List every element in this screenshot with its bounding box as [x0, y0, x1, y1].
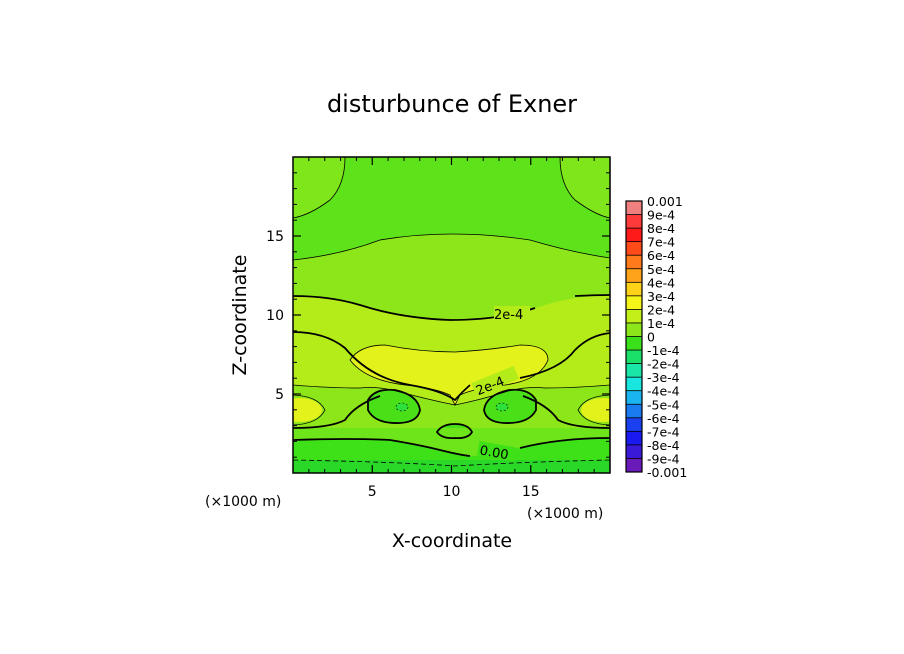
- contour-right-edge-maximum: [577, 394, 610, 426]
- y-tick-label: 5: [275, 387, 284, 403]
- field-top-right-corner: [560, 157, 610, 218]
- colorbar-label: 4e-4: [647, 275, 675, 290]
- contour-top-left: [293, 157, 346, 219]
- colorbar-swatch: [626, 444, 642, 459]
- contour-lower-left: [293, 395, 381, 429]
- field-top-left-corner: [293, 157, 345, 218]
- colorbar-swatch: [626, 404, 642, 418]
- colorbar-label: 0: [647, 330, 655, 345]
- colorbar-label: -7e-4: [647, 424, 680, 439]
- x-axis-unit: (×1000 m): [527, 506, 603, 522]
- colorbar-label: 2e-4: [647, 302, 675, 317]
- field-right-edge-maximum: [581, 398, 610, 422]
- colorbar-label: 1e-4: [647, 316, 675, 331]
- colorbar-swatch: [626, 336, 642, 351]
- colorbar-label: -1e-4: [647, 343, 680, 358]
- contour-negative: [293, 459, 610, 467]
- colorbar-label: -4e-4: [647, 384, 680, 399]
- colorbar-label: -3e-4: [647, 370, 680, 385]
- colorbar-label: -9e-4: [647, 451, 680, 466]
- colorbar-swatch: [626, 282, 642, 296]
- x-tick-label: 15: [522, 484, 540, 500]
- colorbar-swatch: [626, 390, 642, 405]
- x-axis-label: X-coordinate: [392, 530, 512, 552]
- colorbar: 0.0019e-48e-47e-46e-45e-44e-43e-42e-41e-…: [625, 194, 687, 480]
- chart-title: disturbunce of Exner: [327, 90, 577, 118]
- colorbar-swatch: [626, 377, 642, 391]
- colorbar-label: -0.001: [647, 465, 687, 480]
- field-right-minimum-core: [496, 403, 508, 411]
- contour-label-bg-1: [494, 306, 530, 320]
- colorbar-swatch: [626, 350, 642, 364]
- colorbar-label: -5e-4: [647, 397, 680, 412]
- y-axis-label: Z-coordinate: [229, 255, 251, 376]
- contour-2e-4-mid-left: [293, 331, 471, 402]
- contour-top-right: [559, 157, 610, 219]
- colorbar-label: 8e-4: [647, 221, 675, 236]
- colorbar-label: 0.001: [647, 194, 683, 209]
- contour-right-minimum: [483, 388, 537, 424]
- colorbar-label: 9e-4: [647, 208, 675, 223]
- contour-label-bg-3: [477, 441, 517, 462]
- colorbar-label: -2e-4: [647, 357, 680, 372]
- colorbar-swatch: [626, 309, 642, 323]
- colorbar-swatch: [626, 201, 642, 215]
- colorbar-label: -8e-4: [647, 438, 680, 453]
- colorbar-label: 7e-4: [647, 235, 675, 250]
- contour-zero-right: [519, 437, 610, 449]
- colorbar-swatch: [626, 363, 642, 378]
- contour-label-1: 2e-4: [494, 308, 523, 323]
- plot-area: 2e-4 2e-4 0.00: [293, 157, 610, 473]
- x-axis-origin-unit: (×1000 m): [205, 494, 281, 510]
- contour-center-minimum: [435, 423, 474, 440]
- field-left-edge-maximum: [293, 398, 322, 422]
- contour-2e-4-mid-right: [519, 332, 610, 379]
- contour-right-minimum-core: [495, 402, 509, 412]
- field-left-minimum-core: [396, 403, 408, 411]
- colorbar-swatch: [626, 295, 642, 310]
- contour-mid: [293, 384, 610, 406]
- contour-label-3: 0.00: [478, 443, 509, 463]
- contour-left-minimum-core: [395, 402, 409, 412]
- y-tick-label: 10: [266, 308, 284, 324]
- colorbar-swatch: [626, 241, 642, 256]
- colorbar-label: -6e-4: [647, 411, 680, 426]
- colorbar-swatch: [626, 458, 642, 472]
- x-tick-label: 5: [368, 484, 377, 500]
- field-right-minimum: [484, 389, 536, 424]
- contour-left-minimum: [367, 388, 421, 424]
- contour-left-edge-maximum: [293, 394, 326, 426]
- contour-label-bg-2: [471, 365, 519, 397]
- colorbar-swatch: [626, 268, 642, 283]
- colorbar-label: 6e-4: [647, 248, 675, 263]
- contour-zero-left: [293, 438, 471, 457]
- colorbar-swatch: [626, 214, 642, 229]
- colorbar-swatch: [626, 431, 642, 445]
- y-tick-label: 15: [266, 229, 284, 245]
- axis-ticks: 5 10 15 5 10 15: [266, 157, 610, 500]
- colorbar-swatch: [626, 228, 642, 242]
- field-central-maximum: [350, 345, 548, 405]
- colorbar-label: 3e-4: [647, 289, 675, 304]
- colorbar-swatch: [626, 322, 642, 337]
- colorbar-label: 5e-4: [647, 262, 675, 277]
- contour-lower-right: [522, 395, 610, 429]
- colorbar-swatch: [626, 255, 642, 269]
- x-tick-label: 10: [443, 484, 461, 500]
- colorbar-swatch: [626, 417, 642, 432]
- contour-upper: [293, 233, 610, 261]
- contour-2e-4-upper-end: [574, 294, 610, 297]
- field-left-minimum: [368, 389, 420, 424]
